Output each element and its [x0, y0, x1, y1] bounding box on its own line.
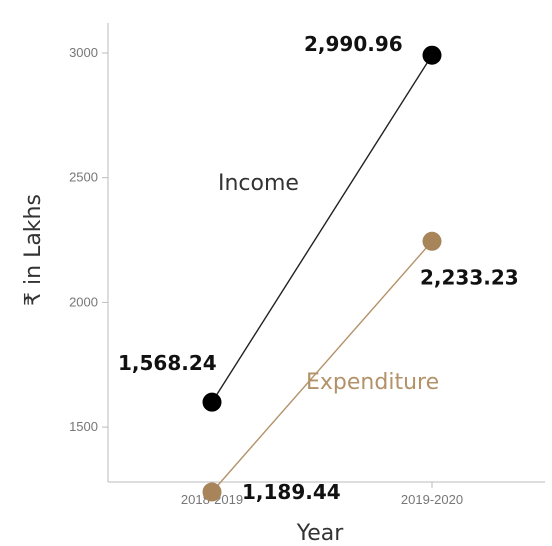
y-tick-label: 2000	[69, 294, 98, 309]
series-name-label: Expenditure	[306, 370, 439, 395]
y-tick-label: 1500	[69, 419, 98, 434]
x-axis-title: Year	[296, 521, 345, 546]
y-axis-ticks: 1500 2000 2500 3000	[69, 45, 108, 434]
x-tick-label: 2019-2020	[401, 492, 463, 507]
data-label: 2,233.23	[420, 265, 519, 289]
series-line-income	[211, 54, 433, 403]
data-point-income	[202, 392, 222, 412]
data-labels: 1,568.24 2,990.96 Income 1,189.44 2,233.23 Ex…	[118, 32, 519, 504]
y-tick-label: 2500	[69, 170, 98, 185]
y-axis-title: ₹ in Lakhs	[21, 194, 46, 306]
y-tick-label: 3000	[69, 45, 98, 60]
data-point-expenditure	[202, 482, 222, 502]
axes	[107, 23, 545, 483]
data-label: 1,189.44	[242, 480, 341, 504]
series-line-expenditure	[211, 240, 433, 493]
data-label: 1,568.24	[118, 351, 217, 375]
data-point-expenditure	[422, 231, 442, 251]
series-points	[202, 45, 442, 502]
series-lines	[211, 54, 433, 493]
data-point-income	[422, 45, 442, 65]
data-label: 2,990.96	[304, 32, 403, 56]
series-name-label: Income	[218, 171, 299, 196]
